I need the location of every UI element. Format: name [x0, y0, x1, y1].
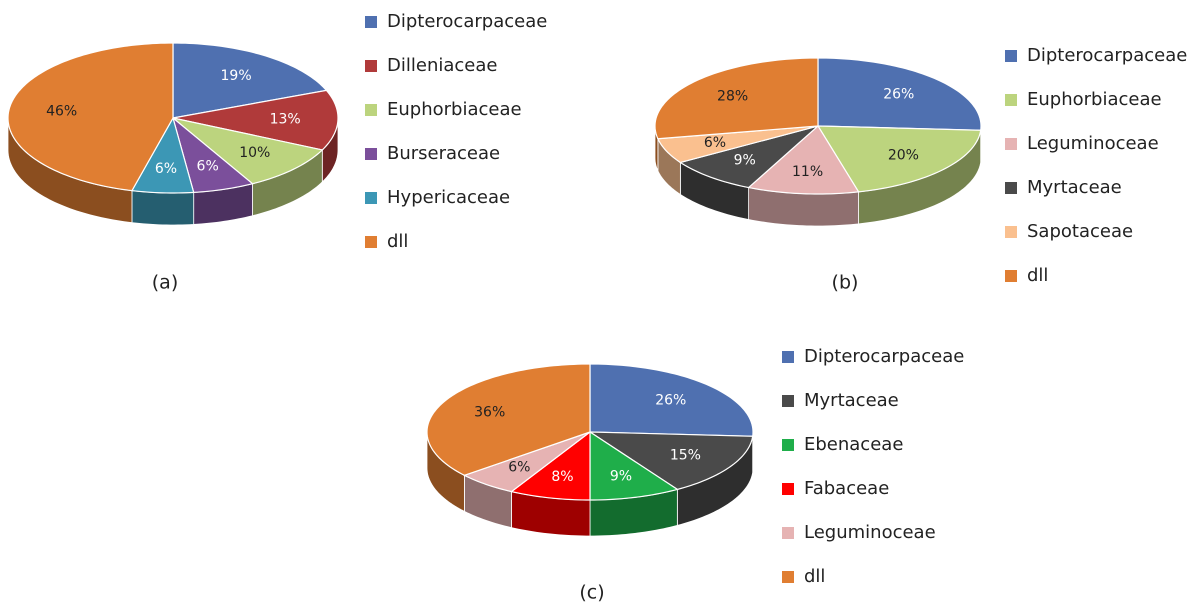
- pie-chart: 26% 20% 11% 9% 6% 28% Dipterocarpaceae Euphorbi…: [654, 45, 1187, 294]
- slice: [817, 57, 982, 131]
- caption: (b): [832, 272, 859, 294]
- slice: [462, 431, 591, 493]
- data-label: 20%: [888, 147, 919, 163]
- legend-marker: [782, 483, 794, 495]
- data-label: 9%: [734, 153, 756, 169]
- slice: [172, 89, 339, 151]
- slice: [510, 430, 591, 501]
- caption: (a): [152, 272, 178, 294]
- slice: [172, 42, 328, 119]
- data-label: 13%: [270, 112, 301, 128]
- legend-label: dll: [804, 566, 825, 587]
- legend-marker: [1005, 182, 1017, 194]
- data-label: 19%: [221, 68, 252, 84]
- slice: [426, 363, 591, 476]
- data-label: 11%: [792, 164, 823, 180]
- legend-label: Euphorbiaceae: [1027, 89, 1162, 110]
- legend-label: Myrtaceae: [1027, 177, 1122, 198]
- slice-side: [131, 190, 195, 226]
- slice: [171, 116, 254, 194]
- caption: (c): [579, 582, 604, 604]
- legend-marker: [1005, 270, 1017, 282]
- legend-label: Leguminoceae: [804, 522, 936, 543]
- legend-marker: [365, 192, 377, 204]
- slice: [587, 431, 754, 491]
- legend-marker: [365, 16, 377, 28]
- data-label: 6%: [704, 135, 726, 151]
- data-label: 10%: [239, 145, 270, 161]
- pie-chart: 26% 15% 9% 8% 6% 36% Dipterocarpaceae Myrtaceae…: [426, 346, 964, 604]
- legend-label: Leguminoceae: [1027, 133, 1159, 154]
- legend-marker: [782, 527, 794, 539]
- legend-label: Sapotaceae: [1027, 221, 1133, 242]
- legend-label: Dilleniaceae: [387, 55, 497, 76]
- slice: [678, 125, 819, 189]
- legend-marker: [365, 104, 377, 116]
- legend-label: Fabaceae: [804, 478, 889, 499]
- legend-label: dll: [1027, 265, 1048, 286]
- data-label: 26%: [883, 86, 914, 102]
- legend-marker: [1005, 138, 1017, 150]
- legend-marker: [782, 351, 794, 363]
- legend-label: Dipterocarpaceae: [804, 346, 964, 367]
- legend-marker: [365, 148, 377, 160]
- legend-marker: [782, 395, 794, 407]
- slice: [7, 42, 174, 192]
- legend-label: Ebenaceae: [804, 434, 903, 455]
- legend-marker: [782, 439, 794, 451]
- data-label: 6%: [197, 159, 219, 175]
- legend-label: Dipterocarpaceae: [1027, 45, 1187, 66]
- data-label: 36%: [474, 404, 505, 420]
- data-label: 6%: [508, 460, 530, 476]
- data-label: 8%: [551, 469, 573, 485]
- data-label: 26%: [655, 392, 686, 408]
- legend-label: Myrtaceae: [804, 390, 899, 411]
- data-label: 46%: [46, 104, 77, 120]
- data-label: 28%: [717, 89, 748, 105]
- slice: [131, 116, 195, 194]
- slice: [589, 363, 754, 437]
- legend-marker: [1005, 94, 1017, 106]
- legend-label: dll: [387, 231, 408, 252]
- slice: [816, 125, 982, 193]
- legend-marker: [1005, 50, 1017, 62]
- legend-marker: [1005, 226, 1017, 238]
- data-label: 15%: [670, 448, 701, 464]
- slice: [656, 125, 819, 164]
- pie-chart: 19% 13% 10% 6% 6% 46% Dipterocarpaceae Dillenia…: [7, 11, 547, 294]
- legend-marker: [365, 60, 377, 72]
- legend-label: Euphorbiaceae: [387, 99, 522, 120]
- legend-label: Dipterocarpaceae: [387, 11, 547, 32]
- slice: [172, 117, 324, 185]
- slice: [589, 430, 679, 501]
- legend-label: Hypericaceae: [387, 187, 510, 208]
- legend-marker: [782, 571, 794, 583]
- slice: [747, 125, 860, 195]
- slice: [654, 57, 819, 140]
- data-label: 9%: [610, 468, 632, 484]
- legend-marker: [365, 236, 377, 248]
- data-label: 6%: [155, 161, 177, 177]
- legend-label: Burseraceae: [387, 143, 500, 164]
